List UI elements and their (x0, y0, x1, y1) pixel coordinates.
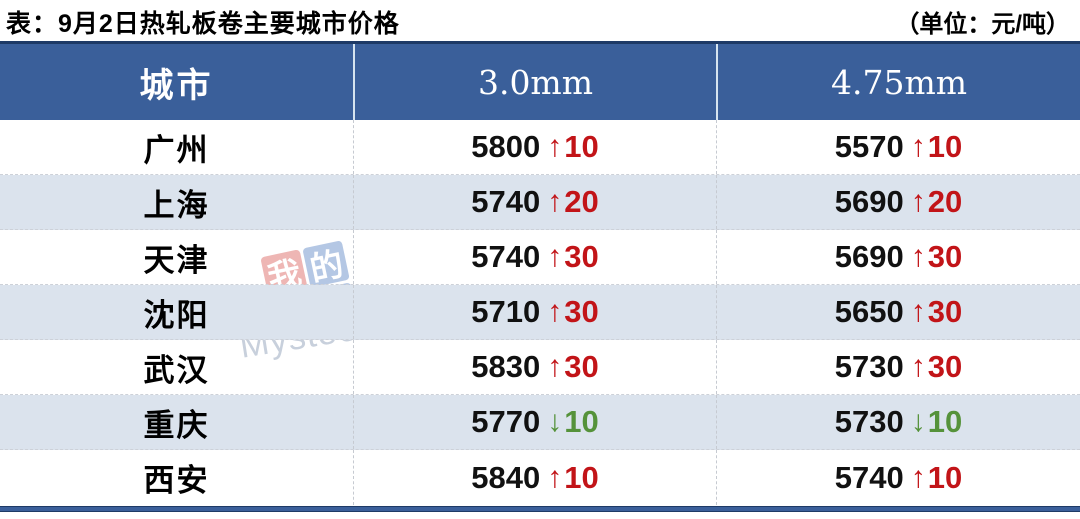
down-arrow-icon: ↓ (547, 405, 563, 438)
price-cell-3mm: 5740 ↑ 20 (353, 175, 716, 229)
city-cell: 上海 (143, 187, 210, 223)
table-row: 武汉 5830 ↑ 30 5730 ↑ 30 (0, 340, 1080, 395)
unit-label: （单位：元/吨） (895, 11, 1070, 38)
page-title: 表：9月2日热轧板卷主要城市价格 (6, 10, 400, 38)
change-value: 20 (927, 184, 963, 219)
price-cell-3mm: 5740 ↑ 30 (353, 230, 716, 284)
city-cell: 天津 (143, 242, 210, 278)
change-value: 30 (564, 294, 599, 329)
price-value: 5650 (834, 294, 904, 329)
change-value: 30 (927, 294, 963, 329)
city-cell: 广州 (143, 132, 210, 168)
table-header-row: 城市 3.0mm 4.75mm (0, 41, 1080, 120)
price-value: 5800 (471, 129, 541, 164)
table-row: 重庆 5770 ↓ 10 5730 ↓ 10 (0, 395, 1080, 450)
change-value: 30 (927, 349, 963, 384)
up-arrow-icon: ↑ (547, 460, 563, 494)
change-value: 20 (564, 184, 599, 219)
table-row: 天津 5740 ↑ 30 5690 ↑ 30 (0, 230, 1080, 285)
price-cell-3mm: 5770 ↓ 10 (353, 395, 716, 449)
price-cell-3mm: 5830 ↑ 30 (353, 340, 716, 394)
price-cell-475mm: 5690 ↑ 20 (716, 175, 1080, 229)
price-cell-3mm: 5710 ↑ 30 (353, 285, 716, 339)
titlebar: 表：9月2日热轧板卷主要城市价格 （单位：元/吨） (0, 0, 1080, 41)
change-value: 10 (564, 404, 599, 439)
table-row: 西安 5840 ↑ 10 5740 ↑ 10 (0, 450, 1080, 505)
column-header-475mm: 4.75mm (716, 44, 1080, 120)
change-value: 30 (927, 239, 963, 274)
price-cell-3mm: 5800 ↑ 10 (353, 120, 716, 174)
table-row: 上海 5740 ↑ 20 5690 ↑ 20 (0, 175, 1080, 230)
price-cell-475mm: 5690 ↑ 30 (716, 230, 1080, 284)
change-value: 10 (564, 129, 599, 164)
price-value: 5710 (471, 294, 541, 329)
up-arrow-icon: ↑ (910, 460, 926, 494)
price-cell-475mm: 5650 ↑ 30 (716, 285, 1080, 339)
price-table: 城市 3.0mm 4.75mm 广州 5800 ↑ 10 5570 ↑ 10 上海 5740 ↑ 2… (0, 41, 1080, 505)
price-value: 5740 (471, 239, 541, 274)
price-value: 5690 (834, 184, 904, 219)
price-cell-3mm: 5840 ↑ 10 (353, 450, 716, 505)
price-value: 5770 (471, 404, 541, 439)
price-cell-475mm: 5740 ↑ 10 (716, 450, 1080, 505)
price-value: 5730 (834, 349, 904, 384)
city-cell: 西安 (143, 463, 210, 498)
up-arrow-icon: ↑ (910, 350, 926, 383)
down-arrow-icon: ↓ (910, 405, 926, 438)
change-value: 30 (564, 349, 599, 384)
column-header-3mm: 3.0mm (353, 44, 716, 120)
city-cell: 武汉 (143, 352, 210, 388)
up-arrow-icon: ↑ (547, 185, 563, 218)
price-cell-475mm: 5730 ↓ 10 (716, 395, 1080, 449)
up-arrow-icon: ↑ (547, 130, 563, 163)
up-arrow-icon: ↑ (547, 295, 563, 328)
price-value: 5730 (834, 404, 904, 439)
price-value: 5740 (471, 184, 541, 219)
price-value: 5840 (471, 459, 541, 495)
city-cell: 重庆 (143, 407, 210, 443)
change-value: 10 (927, 459, 963, 495)
price-value: 5690 (834, 239, 904, 274)
change-value: 10 (927, 129, 963, 164)
table-row: 广州 5800 ↑ 10 5570 ↑ 10 (0, 120, 1080, 175)
price-value: 5830 (471, 349, 541, 384)
bottom-rule (0, 506, 1080, 512)
table-row: 沈阳 5710 ↑ 30 5650 ↑ 30 (0, 285, 1080, 340)
price-cell-475mm: 5730 ↑ 30 (716, 340, 1080, 394)
up-arrow-icon: ↑ (910, 185, 926, 218)
change-value: 10 (564, 459, 599, 495)
up-arrow-icon: ↑ (910, 295, 926, 328)
column-header-city: 城市 (139, 66, 214, 105)
up-arrow-icon: ↑ (910, 240, 926, 273)
price-cell-475mm: 5570 ↑ 10 (716, 120, 1080, 174)
up-arrow-icon: ↑ (547, 350, 563, 383)
change-value: 30 (564, 239, 599, 274)
price-value: 5570 (834, 129, 904, 164)
up-arrow-icon: ↑ (910, 130, 926, 163)
city-cell: 沈阳 (143, 297, 210, 333)
change-value: 10 (927, 404, 963, 439)
up-arrow-icon: ↑ (547, 240, 563, 273)
price-value: 5740 (834, 459, 904, 495)
table-body: 广州 5800 ↑ 10 5570 ↑ 10 上海 5740 ↑ 20 5690 ↑ 20 天津 5740 ↑ 3… (0, 120, 1080, 505)
